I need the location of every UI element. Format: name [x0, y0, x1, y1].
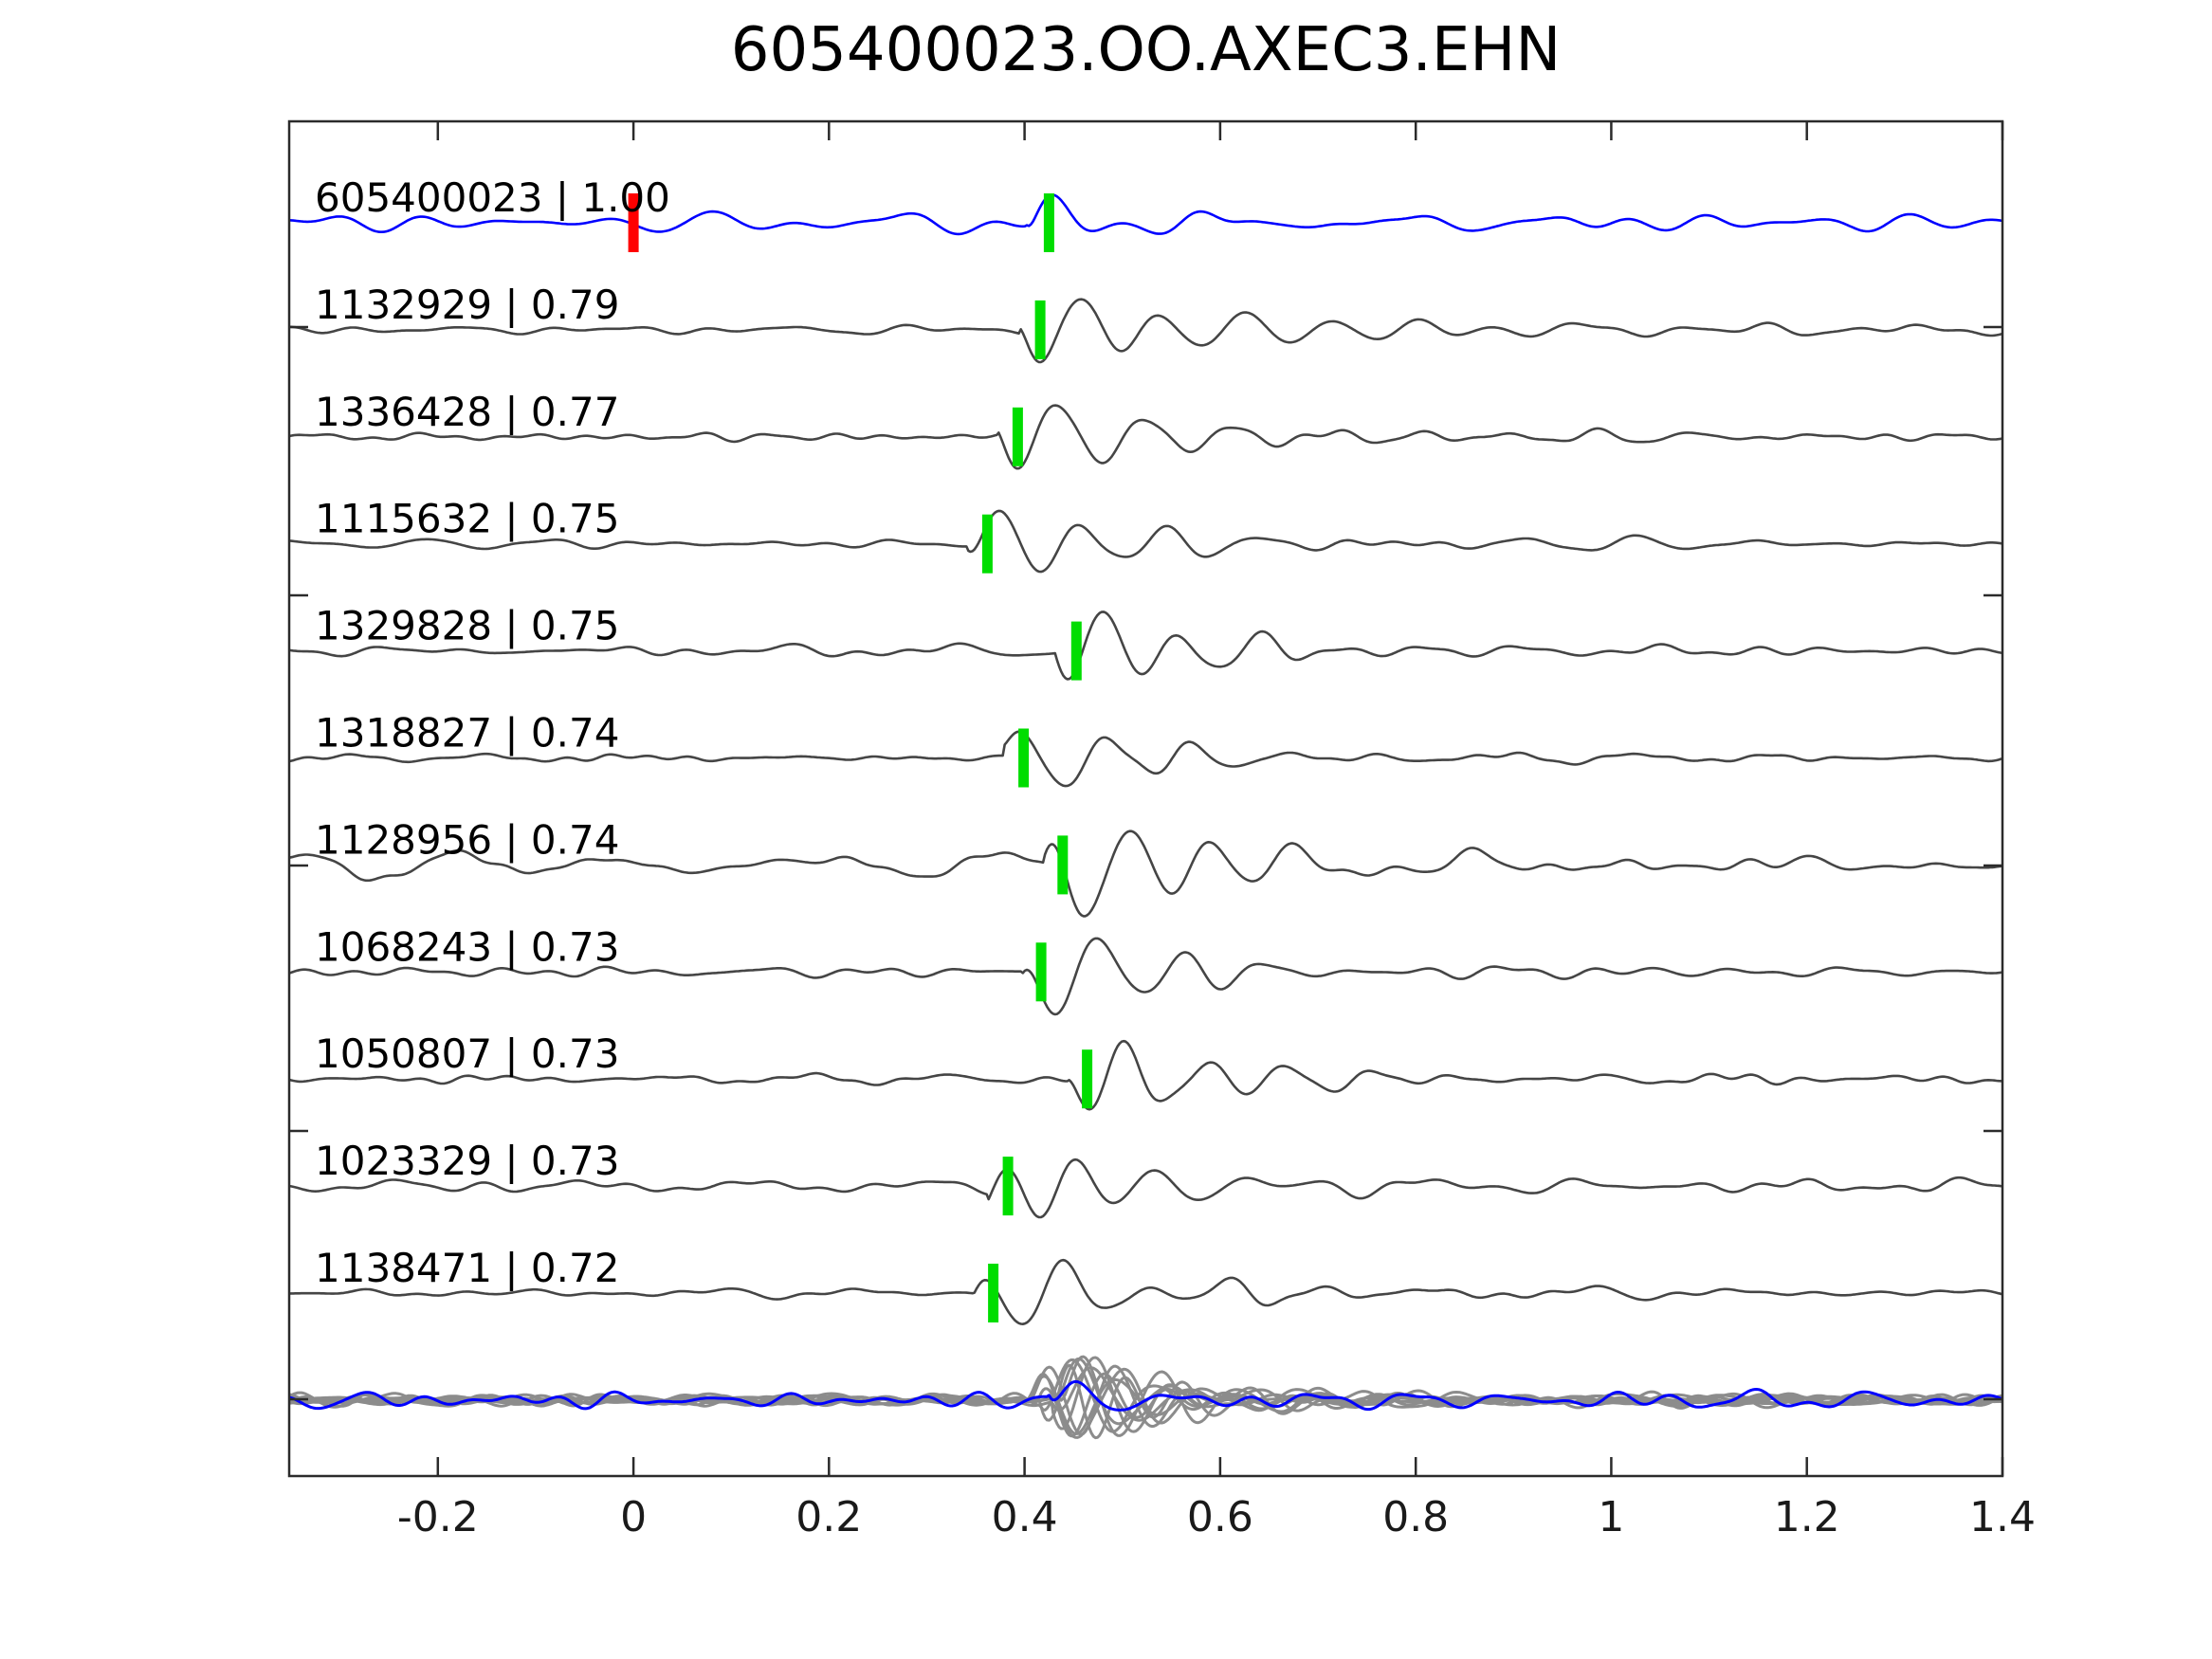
trace-label: 1138471 | 0.72	[315, 1245, 619, 1291]
trace-line-1128956	[289, 830, 2002, 918]
x-tick-label: 0.8	[1382, 1493, 1449, 1541]
pick-marker-green	[1034, 300, 1046, 359]
pick-marker-green	[988, 1264, 999, 1322]
x-tick-label: -0.2	[397, 1493, 479, 1541]
pick-marker-green	[1070, 621, 1082, 681]
x-tick-label: 0	[620, 1493, 647, 1541]
pick-marker-green	[1035, 942, 1047, 1002]
trace-label: 1329828 | 0.75	[315, 603, 619, 649]
pick-marker-green	[981, 514, 993, 574]
trace-label: 605400023 | 1.00	[315, 174, 670, 221]
trace-label: 1068243 | 0.73	[315, 923, 619, 970]
pick-marker-green	[1018, 728, 1030, 788]
trace-label: 1128956 | 0.74	[315, 816, 619, 863]
trace-label: 1132929 | 0.79	[315, 282, 619, 328]
overlay-trace-line	[289, 1364, 2002, 1436]
trace-label: 1115632 | 0.75	[315, 496, 619, 542]
pick-marker-red	[628, 193, 639, 252]
trace-label: 1050807 | 0.73	[315, 1030, 619, 1077]
x-tick-label: 0.2	[795, 1493, 862, 1541]
trace-label: 1318827 | 0.74	[315, 710, 619, 757]
trace-line-1115632	[289, 509, 2002, 574]
trace-label: 1023329 | 0.73	[315, 1138, 619, 1184]
pick-marker-green	[1082, 1049, 1093, 1109]
trace-label: 1336428 | 0.77	[315, 389, 619, 435]
pick-marker-green	[1057, 835, 1069, 895]
trace-line-1132929	[289, 298, 2002, 364]
x-tick-label: 1	[1598, 1493, 1624, 1541]
x-tick-label: 1.2	[1774, 1493, 1840, 1541]
trace-line-1068243	[289, 937, 2002, 1016]
trace-line-1138471	[289, 1258, 2002, 1325]
overlay-template-line	[289, 1379, 2002, 1412]
pick-marker-green	[1043, 193, 1054, 252]
trace-line-1050807	[289, 1039, 2002, 1111]
plot-border	[287, 119, 2004, 1478]
x-tick-label: 0.6	[1187, 1493, 1253, 1541]
trace-line-1318827	[289, 730, 2002, 788]
pick-marker-green	[1002, 1157, 1014, 1216]
pick-marker-green	[1012, 407, 1023, 466]
x-tick-label: 1.4	[1969, 1493, 2036, 1541]
trace-line-1023329	[289, 1158, 2002, 1219]
trace-line-605400023	[289, 193, 2002, 236]
x-tick-label: 0.4	[992, 1493, 1058, 1541]
chart-title: 605400023.OO.AXEC3.EHN	[730, 15, 1562, 85]
trace-line-1329828	[289, 611, 2002, 681]
trace-line-1336428	[289, 404, 2002, 470]
